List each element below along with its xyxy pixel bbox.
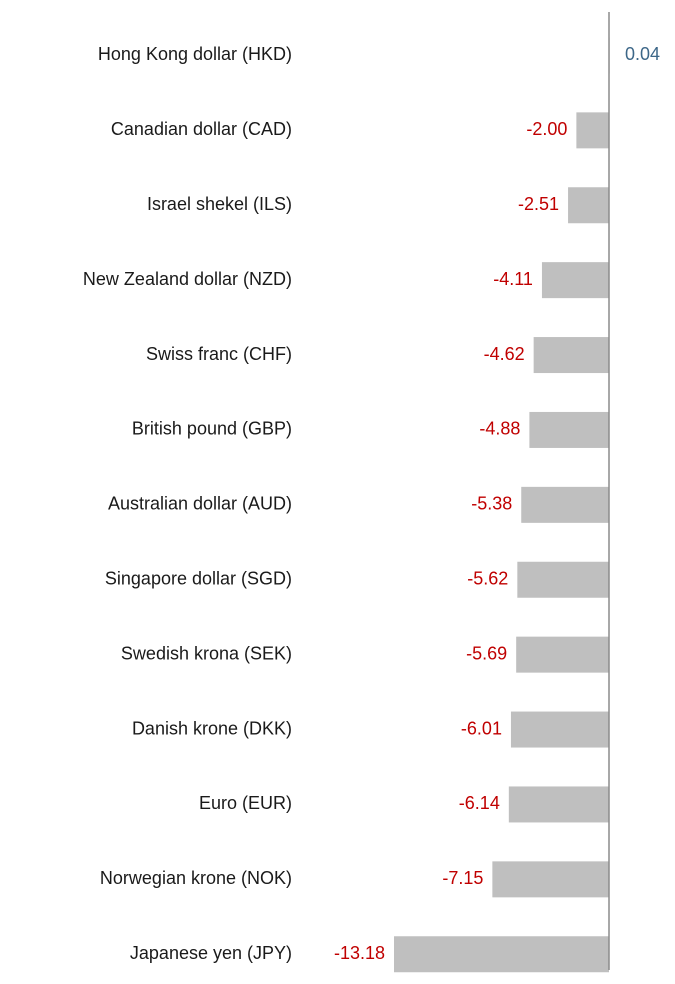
value-label: -6.14 bbox=[459, 793, 500, 813]
value-label: -2.00 bbox=[526, 119, 567, 139]
value-label: -4.88 bbox=[479, 419, 520, 439]
bar bbox=[521, 486, 609, 523]
category-label: Australian dollar (AUD) bbox=[108, 494, 292, 514]
value-label: -4.11 bbox=[493, 269, 533, 289]
category-label: British pound (GBP) bbox=[132, 419, 292, 439]
category-label: New Zealand dollar (NZD) bbox=[83, 269, 292, 289]
category-label: Israel shekel (ILS) bbox=[147, 194, 292, 214]
category-label: Japanese yen (JPY) bbox=[130, 943, 292, 963]
value-label: -6.01 bbox=[461, 718, 502, 738]
value-label: 0.04 bbox=[625, 44, 660, 64]
value-label: -4.62 bbox=[484, 344, 525, 364]
category-label: Euro (EUR) bbox=[199, 793, 292, 813]
value-label: -7.15 bbox=[442, 868, 483, 888]
category-label: Singapore dollar (SGD) bbox=[105, 569, 292, 589]
category-label: Danish krone (DKK) bbox=[132, 718, 292, 738]
value-label: -5.38 bbox=[471, 494, 512, 514]
value-label: -5.69 bbox=[466, 643, 507, 663]
category-label: Norwegian krone (NOK) bbox=[100, 868, 292, 888]
bar bbox=[508, 786, 609, 823]
category-label: Swedish krona (SEK) bbox=[121, 643, 292, 663]
category-label: Canadian dollar (CAD) bbox=[111, 119, 292, 139]
bar bbox=[533, 337, 609, 374]
bar bbox=[516, 636, 609, 673]
bar bbox=[529, 411, 609, 448]
bar bbox=[517, 561, 609, 598]
category-label: Swiss franc (CHF) bbox=[146, 344, 292, 364]
value-label: -5.62 bbox=[467, 569, 508, 589]
bar bbox=[492, 861, 609, 898]
value-label: -2.51 bbox=[518, 194, 559, 214]
value-label: -13.18 bbox=[334, 943, 385, 963]
bar bbox=[541, 262, 609, 299]
bar bbox=[510, 711, 609, 748]
category-label: Hong Kong dollar (HKD) bbox=[98, 44, 292, 64]
bar bbox=[394, 936, 609, 973]
bar bbox=[576, 112, 609, 149]
bar bbox=[568, 187, 609, 224]
